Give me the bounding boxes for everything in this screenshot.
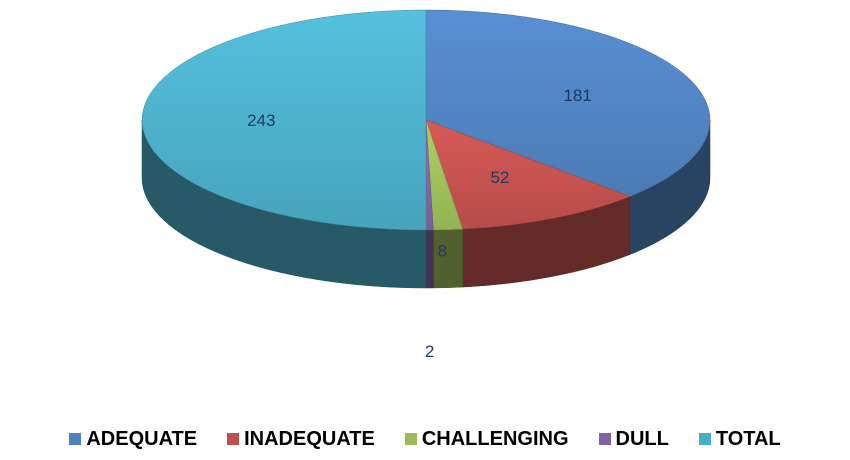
data-label-adequate: 181 (563, 86, 591, 105)
data-label-total: 243 (247, 111, 275, 130)
legend-item-adequate: ADEQUATE (69, 428, 197, 451)
legend-label-dull: DULL (615, 427, 669, 450)
data-label-challenging: 8 (438, 241, 447, 260)
legend-item-total: TOTAL (698, 427, 781, 451)
chart-legend: ADEQUATE INADEQUATE CHALLENGING DULL TOTAL (0, 424, 850, 454)
pie-chart-plot: 181 52 8 2 243 (141, 9, 711, 361)
legend-swatch-total (698, 433, 711, 445)
legend-label-adequate: ADEQUATE (86, 427, 198, 450)
legend-label-total: TOTAL (715, 427, 781, 450)
data-label-inadequate: 52 (490, 168, 509, 187)
data-label-dull: 2 (425, 342, 434, 361)
legend-swatch-challenging (404, 433, 417, 445)
legend-label-inadequate: INADEQUATE (244, 427, 375, 450)
pie-slice-total (141, 9, 427, 231)
legend-swatch-adequate (69, 433, 82, 445)
legend-swatch-inadequate (227, 433, 240, 445)
legend-item-dull: DULL (598, 427, 669, 451)
legend-item-challenging: CHALLENGING (404, 427, 569, 451)
pie-slice-side-dull (425, 229, 434, 289)
legend-swatch-dull (598, 433, 611, 445)
legend-label-challenging: CHALLENGING (421, 427, 569, 450)
legend-item-inadequate: INADEQUATE (227, 428, 375, 451)
pie-slice-inadequate (425, 119, 631, 230)
pie-slice-adequate (425, 9, 711, 197)
